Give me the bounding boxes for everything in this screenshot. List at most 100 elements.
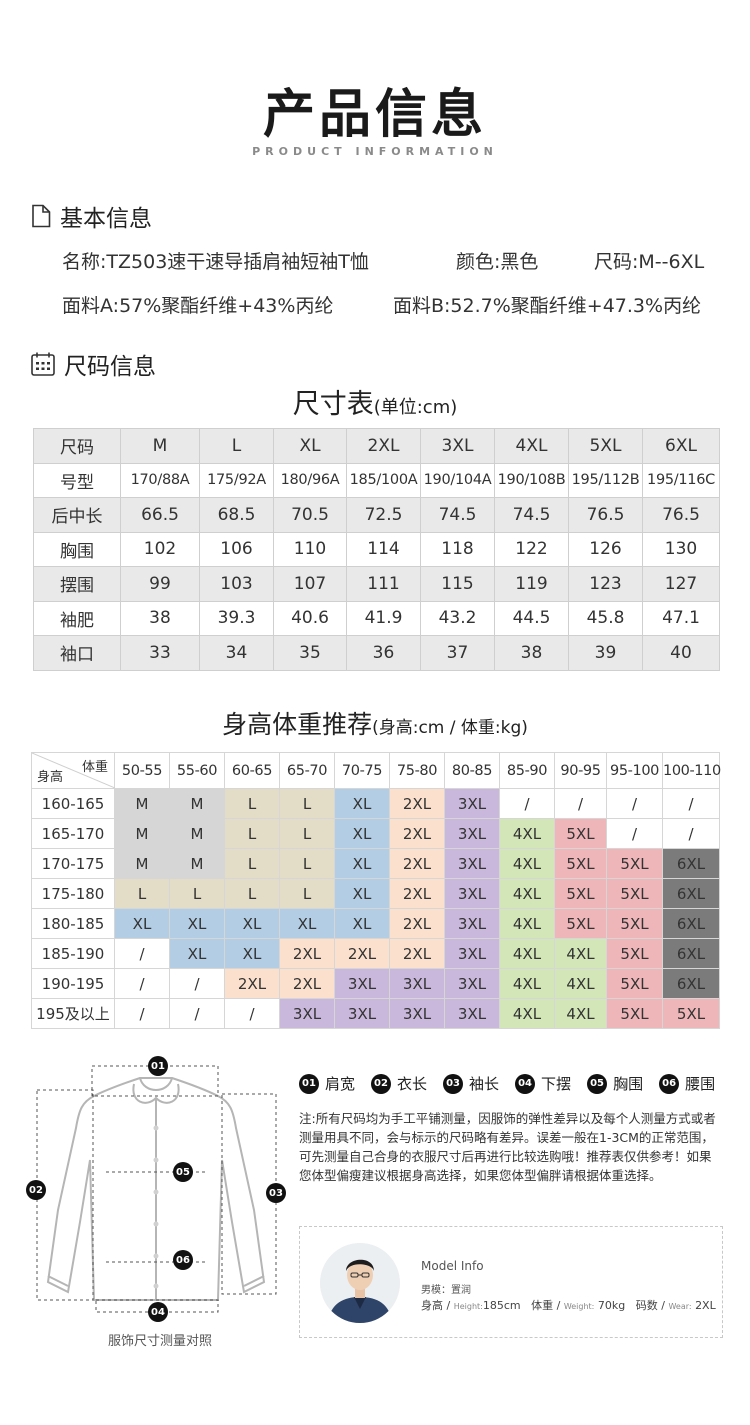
recommend-cell: 2XL [389, 908, 445, 939]
product-name: 名称:TZ503速干速导插肩袖短袖T恤 [62, 251, 369, 273]
size-cell: 195/116C [642, 462, 720, 498]
marker-01: 01 [148, 1056, 168, 1076]
legend-item: 03 袖长 [443, 1073, 499, 1094]
size-row-label: 袖口 [33, 635, 121, 671]
recommend-cell: / [554, 788, 607, 819]
weight-header: 65-70 [279, 752, 335, 789]
shirt-diagram [36, 1065, 277, 1313]
recommend-cell: / [114, 968, 170, 999]
recommend-cell: 2XL [389, 848, 445, 879]
recommend-title: 身高体重推荐 [222, 710, 373, 739]
calendar-icon [30, 351, 56, 377]
recommend-cell: XL [224, 908, 280, 939]
recommend-cell: L [279, 818, 335, 849]
recommend-cell: L [224, 818, 280, 849]
model-info-title: Model Info [421, 1259, 484, 1273]
recommend-cell: 5XL [606, 908, 663, 939]
height-label: 180-185 [31, 908, 115, 939]
model-stats: 身高 / Height:185cm 体重 / Weight: 70kg 码数 /… [421, 1297, 716, 1313]
size-row: 号型 170/88A 175/92A 180/96A 185/100A 190/104A 1… [33, 462, 720, 498]
recommend-cell: 3XL [444, 788, 500, 819]
size-cell: 47.1 [642, 600, 720, 636]
size-cell: 35 [273, 635, 347, 671]
size-cell: 70.5 [273, 497, 347, 533]
recommend-cell: XL [334, 818, 390, 849]
size-cell: 66.5 [120, 497, 200, 533]
recommend-cell: 5XL [606, 878, 663, 909]
size-cell: L [199, 428, 274, 464]
wear-label: 码数 / [635, 1299, 665, 1312]
recommend-row: 190-195//2XL 2XL 3XL 3XL 3XL 4XL 4XL 5XL 6XL [31, 968, 720, 999]
legend-number-badge: 03 [443, 1073, 464, 1094]
shirt-outline [46, 1077, 266, 1301]
size-cell: 102 [120, 531, 200, 567]
wear-en-label: Wear: [668, 1302, 692, 1311]
basic-info-title: 基本信息 [60, 206, 152, 232]
recommend-cell: 5XL [606, 998, 663, 1029]
recommend-cell: 2XL [224, 968, 280, 999]
size-table-caption: 尺寸表(单位:cm) [0, 382, 750, 421]
recommend-cell: / [169, 968, 225, 999]
weight-header: 55-60 [169, 752, 225, 789]
recommend-cell: L [224, 788, 280, 819]
recommend-cell: 2XL [389, 788, 445, 819]
size-row-label: 摆围 [33, 566, 121, 602]
recommend-cell: L [279, 848, 335, 879]
diagram-caption: 服饰尺寸测量对照 [107, 1334, 212, 1349]
fabric-a: 面料A:57%聚酯纤维+43%丙纶 [62, 295, 334, 317]
model-name: 男模：置润 [421, 1285, 471, 1296]
recommend-cell: L [279, 878, 335, 909]
size-cell: 33 [120, 635, 200, 671]
corner-weight-label: 体重 [81, 760, 108, 775]
recommend-cell: 5XL [606, 968, 663, 999]
size-row: 尺码 M L XL 2XL 3XL 4XL 5XL 6XL [33, 428, 720, 464]
size-cell: 190/104A [420, 462, 495, 498]
recommend-cell: M [169, 818, 225, 849]
recommend-unit: (身高:cm / 体重:kg) [372, 718, 528, 738]
marker-03: 03 [266, 1183, 286, 1203]
height-label: 165-170 [31, 818, 115, 849]
legend-label: 腰围 [685, 1075, 716, 1093]
legend-item: 04 下摆 [515, 1073, 571, 1094]
recommend-cell: L [224, 848, 280, 879]
size-row-label: 胸围 [33, 531, 121, 567]
recommend-cell: L [279, 788, 335, 819]
height-label: 195及以上 [31, 998, 115, 1029]
legend-label: 衣长 [397, 1075, 428, 1093]
recommend-cell: / [224, 998, 280, 1029]
size-table-unit: (单位:cm) [373, 397, 458, 418]
page-title: 产品信息 [262, 85, 487, 145]
recommend-cell: 5XL [606, 938, 663, 969]
height-label: 160-165 [31, 788, 115, 819]
size-cell: 122 [494, 531, 569, 567]
model-wear: 2XL [695, 1299, 716, 1312]
legend-item: 01 肩宽 [299, 1073, 355, 1094]
size-cell: 114 [346, 531, 421, 567]
measure-legend: 01 肩宽 02 衣长 03 袖长 04 下摆 05 胸围 06 腰围 [299, 1073, 725, 1094]
recommend-cell: 4XL [499, 848, 555, 879]
recommend-cell: XL [334, 908, 390, 939]
size-row-label: 袖肥 [33, 600, 121, 636]
recommend-row: 195及以上 / //3XL 3XL 3XL 3XL 4XL 4XL 5XL 5XL [31, 998, 720, 1029]
size-cell: 110 [273, 531, 347, 567]
corner-height-label: 身高 [37, 770, 64, 785]
recommend-cell: 2XL [389, 938, 445, 969]
size-cell: 40 [642, 635, 720, 671]
recommend-cell: 6XL [662, 848, 720, 879]
fabric-b: 面料B:52.7%聚酯纤维+47.3%丙纶 [393, 295, 702, 317]
weight-header: 95-100 [606, 752, 663, 789]
size-cell: 107 [273, 566, 347, 602]
size-cell: M [120, 428, 200, 464]
product-size-range: 尺码:M--6XL [594, 251, 705, 273]
size-cell: 106 [199, 531, 274, 567]
size-row-label: 号型 [33, 462, 121, 498]
recommend-cell: 5XL [554, 878, 607, 909]
recommend-cell: 3XL [444, 998, 500, 1029]
size-cell: 38 [120, 600, 200, 636]
diagonal-divider [32, 753, 115, 788]
recommend-cell: 2XL [389, 818, 445, 849]
height-label: 175-180 [31, 878, 115, 909]
recommend-cell: XL [334, 848, 390, 879]
size-cell: 39.3 [199, 600, 274, 636]
page-subtitle: PRODUCT INFORMATION [252, 145, 498, 158]
